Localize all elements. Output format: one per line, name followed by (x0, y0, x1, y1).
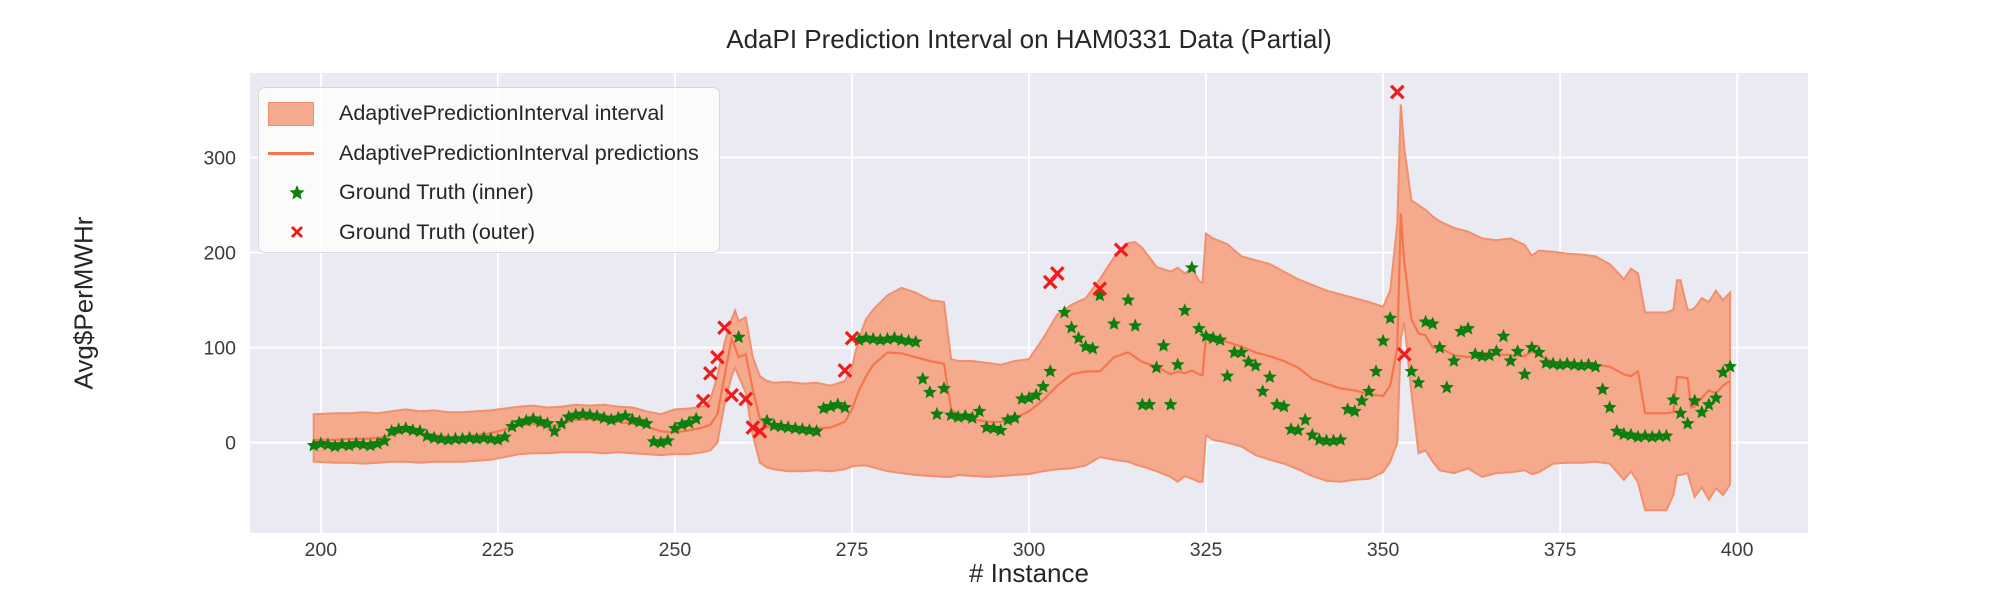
svg-text:350: 350 (1367, 539, 1400, 561)
svg-text:300: 300 (203, 148, 236, 170)
svg-text:375: 375 (1544, 539, 1577, 561)
svg-text:400: 400 (1721, 539, 1754, 561)
svg-text:300: 300 (1013, 539, 1046, 561)
svg-text:325: 325 (1190, 539, 1223, 561)
x-marker-icon (268, 224, 326, 240)
legend-item-label: Ground Truth (inner) (339, 180, 534, 205)
prediction-line (313, 213, 1731, 441)
legend-item-label: AdaptivePredictionInterval predictions (339, 140, 699, 165)
prediction-line-icon (268, 151, 326, 155)
y-tick-labels: 0 100 200 300 (203, 148, 236, 455)
interval-band (312, 104, 1732, 512)
svg-text:0: 0 (225, 433, 236, 455)
y-axis-label: Avg$PerMWHr (68, 216, 99, 390)
legend-item-2: Ground Truth (inner) (268, 174, 719, 211)
legend-item-0: AdaptivePredictionInterval interval (268, 95, 719, 132)
legend-item-1: AdaptivePredictionInterval predictions (268, 135, 719, 172)
legend-item-label: AdaptivePredictionInterval interval (339, 101, 665, 126)
svg-text:225: 225 (482, 539, 515, 561)
legend-item-label: Ground Truth (outer) (339, 219, 535, 244)
star-marker-icon (268, 184, 326, 202)
svg-text:275: 275 (836, 539, 869, 561)
x-tick-labels: 200 225 250 275 300 325 350 375 400 (305, 539, 1754, 561)
legend-item-3: Ground Truth (outer) (268, 214, 719, 251)
ground-truth-outer-points (695, 84, 1412, 439)
x-axis-label: # Instance (969, 558, 1089, 588)
chart-title: AdaPI Prediction Interval on HAM0331 Dat… (726, 24, 1332, 54)
svg-text:200: 200 (203, 243, 236, 265)
interval-patch-icon (268, 101, 326, 126)
svg-text:100: 100 (203, 338, 236, 360)
svg-text:200: 200 (305, 539, 338, 561)
legend: AdaptivePredictionInterval interval Adapt… (258, 87, 720, 253)
svg-text:250: 250 (659, 539, 692, 561)
